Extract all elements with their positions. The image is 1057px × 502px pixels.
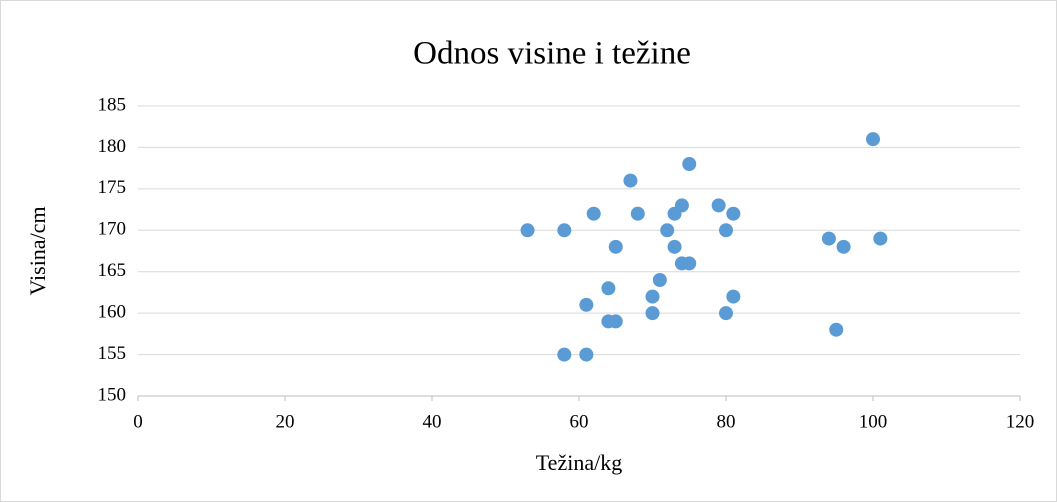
point [821,231,836,246]
point [557,347,572,362]
x-tick-label: 60 [570,411,589,432]
y-axis-label: Visina/cm [25,206,50,295]
y-tick-label: 155 [98,343,127,364]
point [726,206,741,221]
chart-title: Odnos visine i težine [413,36,691,72]
y-tick-label: 180 [98,136,127,157]
y-tick-label: 175 [98,177,127,198]
point [645,306,660,321]
x-tick-label: 20 [276,411,295,432]
point [608,239,623,254]
point [873,231,888,246]
point [829,322,844,337]
point [557,223,572,238]
point [652,273,667,287]
point [579,347,594,362]
x-axis-label: Težina/kg [536,450,622,475]
x-tick-label: 120 [1006,411,1035,432]
y-tick-label: 160 [98,302,127,323]
point [674,198,689,213]
y-tick-label: 185 [98,94,127,115]
point [586,206,601,221]
point [579,297,594,312]
point [520,223,535,238]
y-tick-label: 165 [98,260,127,281]
x-tick-label: 0 [133,411,143,432]
y-tick-label: 150 [98,384,127,405]
point [719,306,733,321]
point [711,198,726,213]
y-tick-label: 170 [98,219,127,240]
point [682,256,697,271]
point [682,157,697,171]
point [630,206,645,221]
point [726,289,741,304]
point [608,314,623,329]
x-tick-label: 100 [859,411,888,432]
x-tick-label: 80 [717,411,736,432]
point [660,223,675,238]
point [866,132,880,147]
point [667,239,682,254]
x-tick-label: 40 [423,411,442,432]
point [623,173,638,188]
point [836,239,851,254]
point [645,289,660,304]
point [601,281,616,296]
point [719,223,733,238]
